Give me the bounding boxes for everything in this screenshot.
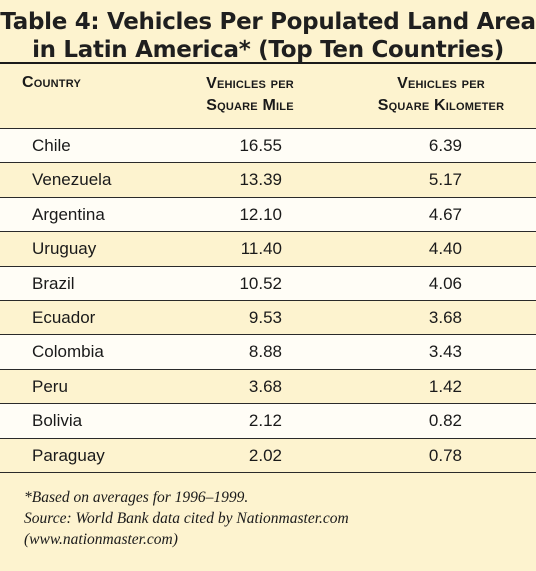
table-row: Peru 3.68 1.42 xyxy=(0,368,536,404)
header-per-square-mile: Vehicles per Square Mile xyxy=(180,73,320,117)
cell-country: Venezuela xyxy=(32,170,112,190)
cell-per-square-mile: 10.52 xyxy=(239,273,282,293)
cell-per-square-mile: 11.40 xyxy=(240,239,282,259)
title-line-1: Table 4: Vehicles Per Populated Land Are… xyxy=(0,9,536,35)
table-row: Venezuela 13.39 5.17 xyxy=(0,162,536,197)
table-row: Paraguay 2.02 0.78 xyxy=(0,437,536,472)
cell-country: Paraguay xyxy=(32,445,105,465)
cell-country: Uruguay xyxy=(32,239,97,259)
table-row: Uruguay 11.40 4.40 xyxy=(0,231,536,266)
cell-per-square-mile: 16.55 xyxy=(239,136,282,155)
cell-per-square-km: 5.17 xyxy=(428,170,462,190)
cell-per-square-mile: 13.39 xyxy=(239,170,282,190)
cell-country: Ecuador xyxy=(32,307,96,327)
cell-country: Chile xyxy=(32,136,71,155)
table-row: Ecuador 9.53 3.68 xyxy=(0,299,536,335)
cell-country: Colombia xyxy=(32,342,104,362)
table-title: Table 4: Vehicles Per Populated Land Are… xyxy=(0,0,536,63)
cell-per-square-km: 4.40 xyxy=(428,239,462,259)
cell-per-square-mile: 9.53 xyxy=(248,307,282,327)
cell-per-square-km: 6.39 xyxy=(428,136,462,155)
footnote: *Based on averages for 1996–1999. xyxy=(24,488,249,506)
title-line-2: in Latin America* (Top Ten Countries) xyxy=(32,37,504,63)
cell-country: Bolivia xyxy=(32,411,83,431)
cell-per-square-km: 0.78 xyxy=(428,445,462,465)
header-km-line-2: Square Kilometer xyxy=(377,97,505,114)
table-bottom-rule xyxy=(0,471,536,473)
source-url: (www.nationmaster.com) xyxy=(24,530,178,548)
cell-per-square-mile: 3.68 xyxy=(248,376,282,396)
cell-per-square-km: 0.82 xyxy=(428,411,462,431)
header-country: Country xyxy=(22,74,81,91)
title-rule xyxy=(0,62,536,64)
cell-country: Peru xyxy=(32,376,68,396)
cell-per-square-km: 1.42 xyxy=(428,376,462,396)
table-row: Chile 16.55 6.39 xyxy=(0,128,536,163)
table-notes: *Based on averages for 1996–1999. Source… xyxy=(0,473,536,550)
source-note: Source: World Bank data cited by Nationm… xyxy=(24,509,349,527)
cell-country: Brazil xyxy=(32,273,75,293)
table-body: Chile 16.55 6.39 Venezuela 13.39 5.17 Argentin… xyxy=(0,128,536,472)
table-row: Colombia 8.88 3.43 xyxy=(0,334,536,369)
header-km-line-1: Vehicles per xyxy=(397,75,485,92)
table-row: Bolivia 2.12 0.82 xyxy=(0,403,536,438)
cell-per-square-km: 4.06 xyxy=(428,273,462,293)
cell-per-square-mile: 2.02 xyxy=(248,445,282,465)
table-row: Argentina 12.10 4.67 xyxy=(0,196,536,232)
cell-per-square-mile: 12.10 xyxy=(239,204,282,224)
table-header: Country Vehicles per Square Mile Vehicle… xyxy=(0,64,536,128)
table-row: Brazil 10.52 4.06 xyxy=(0,265,536,300)
cell-per-square-km: 3.68 xyxy=(428,307,462,327)
cell-per-square-km: 4.67 xyxy=(428,204,462,224)
cell-per-square-mile: 8.88 xyxy=(248,342,282,362)
cell-country: Argentina xyxy=(32,204,105,224)
cell-per-square-mile: 2.12 xyxy=(248,411,282,431)
header-mile-line-1: Vehicles per xyxy=(206,75,294,92)
header-per-square-km: Vehicles per Square Kilometer xyxy=(348,73,534,117)
cell-per-square-km: 3.43 xyxy=(428,342,462,362)
header-mile-line-2: Square Mile xyxy=(206,97,294,114)
